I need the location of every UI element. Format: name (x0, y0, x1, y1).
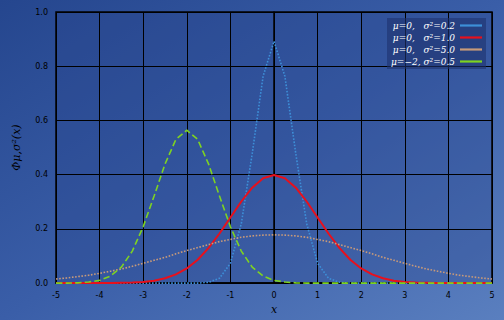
svg-text:μ=0, σ²=1.0: μ=0, σ²=1.0 (393, 33, 455, 43)
svg-text:μ=0, σ²=0.2: μ=0, σ²=0.2 (393, 21, 455, 31)
svg-text:-2: -2 (183, 291, 191, 300)
svg-text:0: 0 (271, 291, 276, 300)
svg-text:-4: -4 (96, 291, 104, 300)
svg-text:4: 4 (446, 291, 451, 300)
svg-text:x: x (271, 303, 278, 316)
svg-text:0.6: 0.6 (35, 116, 48, 125)
svg-text:3: 3 (402, 291, 407, 300)
svg-text:-3: -3 (139, 291, 147, 300)
svg-text:0.0: 0.0 (35, 279, 48, 288)
svg-text:Φμ,σ²(x): Φμ,σ²(x) (10, 124, 23, 170)
svg-text:5: 5 (489, 291, 494, 300)
svg-text:-5: -5 (52, 291, 60, 300)
svg-text:0.4: 0.4 (35, 170, 48, 179)
svg-text:μ=0, σ²=5.0: μ=0, σ²=5.0 (393, 45, 455, 55)
svg-text:μ=−2, σ²=0.5: μ=−2, σ²=0.5 (391, 57, 455, 67)
svg-text:1: 1 (315, 291, 320, 300)
svg-text:2: 2 (359, 291, 364, 300)
svg-text:0.8: 0.8 (35, 62, 48, 71)
svg-text:1.0: 1.0 (35, 8, 48, 17)
svg-text:0.2: 0.2 (35, 224, 48, 233)
svg-text:-1: -1 (226, 291, 234, 300)
